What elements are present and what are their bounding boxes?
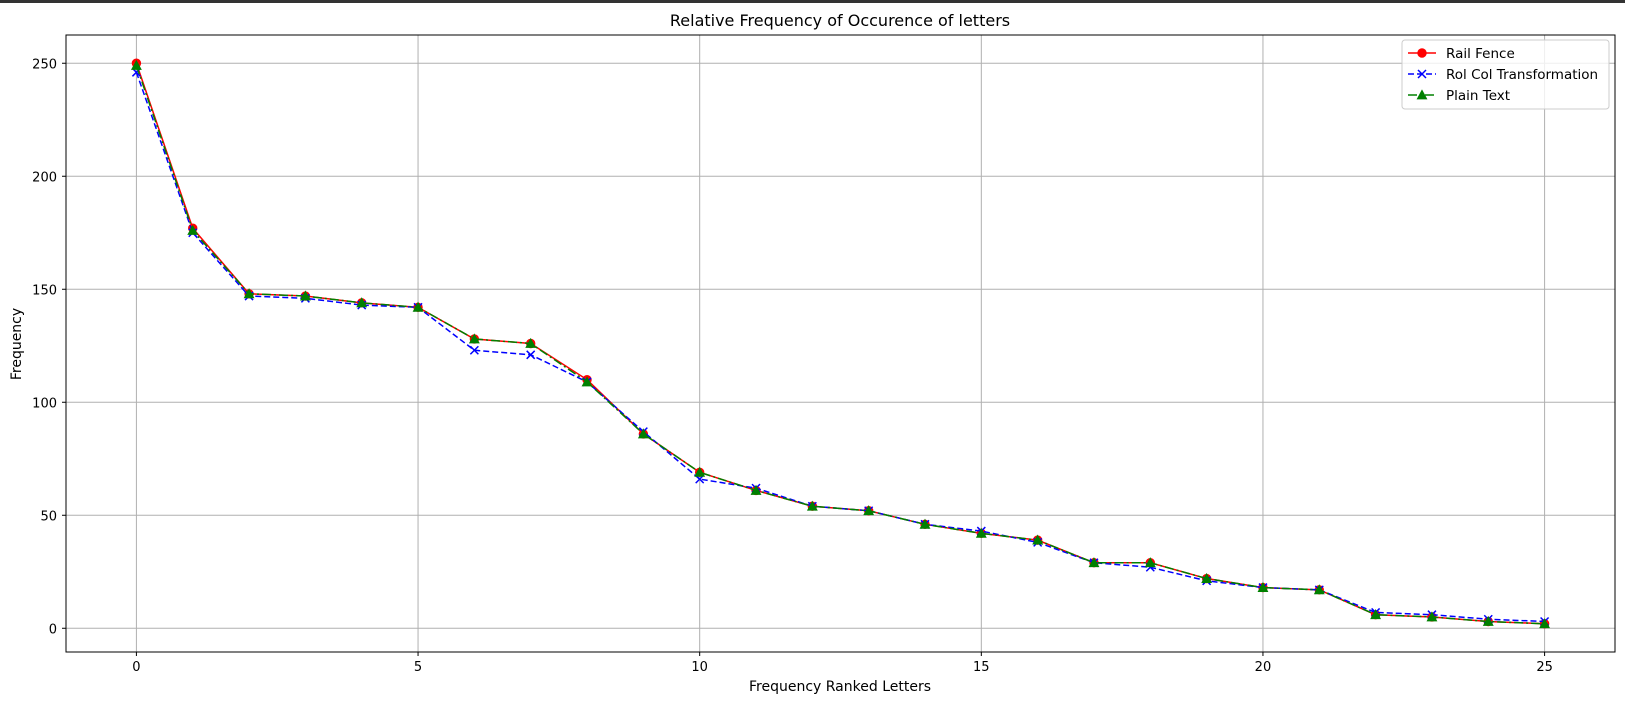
series-line-rol-col-transformation (135, 72, 1545, 623)
legend-box (1401, 39, 1610, 110)
x-marker-stroke (526, 350, 536, 360)
legend: Rail Fence Rol Col Transformation Plain Te… (1401, 39, 1610, 110)
y-tick-label: 250 (32, 57, 57, 72)
data-point-plain-text (1539, 618, 1551, 629)
legend-marker-plain-text (1416, 89, 1428, 100)
series-rail-fence (131, 58, 1550, 629)
x-marker-stroke (1417, 69, 1427, 79)
data-point-plain-text (412, 301, 424, 312)
data-point-plain-text (1088, 557, 1100, 568)
data-point-plain-text (299, 290, 311, 301)
x-axis-title: Frequency Ranked Letters (749, 679, 931, 695)
data-point-plain-text (525, 337, 537, 348)
legend-label-rail-fence: Rail Fence (1446, 46, 1515, 62)
y-tick-label: 100 (32, 396, 57, 411)
series-layer (130, 58, 1551, 629)
x-tick-label: 5 (414, 660, 422, 675)
data-point-plain-text (130, 59, 142, 70)
grid-layer (66, 35, 1615, 652)
window-top-border (0, 0, 1625, 3)
legend-label-plain-text: Plain Text (1446, 88, 1510, 104)
series-rol-col-transformation (131, 67, 1550, 627)
data-point-plain-text (975, 527, 987, 538)
series-line-plain-text (135, 65, 1545, 625)
data-point-plain-text (1032, 534, 1044, 545)
x-tick-label: 10 (691, 660, 708, 675)
x-marker-stroke (469, 345, 479, 355)
chart-title: Relative Frequency of Occurence of lette… (670, 11, 1010, 30)
data-point-plain-text (1313, 584, 1325, 595)
data-point-rol-col-transformation (469, 345, 479, 355)
legend-item-rol-col-transformation: Rol Col Transformation (1408, 67, 1598, 83)
x-tick-label: 15 (973, 660, 990, 675)
data-point-plain-text (1257, 581, 1269, 592)
x-tick-label: 20 (1255, 660, 1272, 675)
series-plain-text (130, 59, 1551, 629)
data-point-plain-text (243, 288, 255, 299)
data-point-rol-col-transformation (526, 350, 536, 360)
legend-item-rail-fence: Rail Fence (1408, 46, 1515, 62)
series-line-rail-fence (135, 63, 1545, 625)
legend-marker-rail-fence (1417, 48, 1427, 58)
y-axis-title: Frequency (9, 308, 25, 380)
legend-marker-rol-col-transformation (1417, 69, 1427, 79)
y-axis: 0 50 100 150 200 250 (32, 57, 66, 637)
y-tick-label: 150 (32, 283, 57, 298)
data-point-plain-text (1426, 611, 1438, 622)
y-tick-label: 0 (49, 622, 57, 637)
legend-label-rol-col-transformation: Rol Col Transformation (1446, 67, 1598, 83)
data-point-plain-text (1370, 609, 1382, 620)
data-point-plain-text (356, 297, 368, 308)
data-point-plain-text (694, 466, 706, 477)
data-point-plain-text (637, 428, 649, 439)
x-axis: 0 5 10 15 20 25 (132, 652, 1553, 675)
data-point-plain-text (863, 505, 875, 516)
data-point-plain-text (468, 333, 480, 344)
plot-area-frame (65, 34, 1616, 653)
y-tick-label: 200 (32, 170, 57, 185)
data-point-plain-text (187, 224, 199, 235)
data-point-plain-text (750, 484, 762, 495)
data-point-plain-text (1201, 572, 1213, 583)
data-point-plain-text (581, 376, 593, 387)
x-tick-label: 0 (132, 660, 140, 675)
y-tick-label: 50 (40, 509, 57, 524)
data-point-plain-text (919, 518, 931, 529)
x-tick-label: 25 (1536, 660, 1553, 675)
data-point-plain-text (1482, 615, 1494, 626)
legend-item-plain-text: Plain Text (1408, 88, 1510, 104)
data-point-plain-text (806, 500, 818, 511)
data-point-plain-text (1144, 557, 1156, 568)
